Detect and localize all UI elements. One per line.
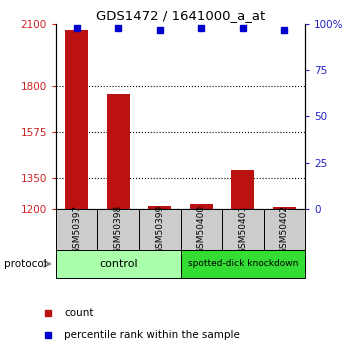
Bar [190, 204, 213, 209]
Text: GSM50400: GSM50400 [197, 205, 206, 254]
Bar [180, 209, 222, 250]
Text: control: control [99, 259, 138, 269]
Bar [65, 30, 88, 209]
Text: GDS1472 / 1641000_a_at: GDS1472 / 1641000_a_at [96, 9, 265, 22]
Text: GSM50402: GSM50402 [280, 205, 289, 254]
Bar [56, 250, 180, 278]
Text: protocol: protocol [4, 259, 46, 269]
Bar [264, 209, 305, 250]
Bar [97, 209, 139, 250]
Bar [148, 206, 171, 209]
Text: count: count [64, 308, 94, 318]
Bar [180, 250, 305, 278]
Text: spotted-dick knockdown: spotted-dick knockdown [188, 259, 298, 268]
Text: GSM50398: GSM50398 [114, 205, 123, 254]
Text: GSM50397: GSM50397 [72, 205, 81, 254]
Bar [56, 209, 97, 250]
Text: GSM50399: GSM50399 [155, 205, 164, 254]
Bar [231, 170, 254, 209]
Bar [139, 209, 180, 250]
Bar [107, 94, 130, 209]
Text: percentile rank within the sample: percentile rank within the sample [64, 330, 240, 340]
Bar [222, 209, 264, 250]
Bar [273, 207, 296, 209]
Text: GSM50401: GSM50401 [238, 205, 247, 254]
